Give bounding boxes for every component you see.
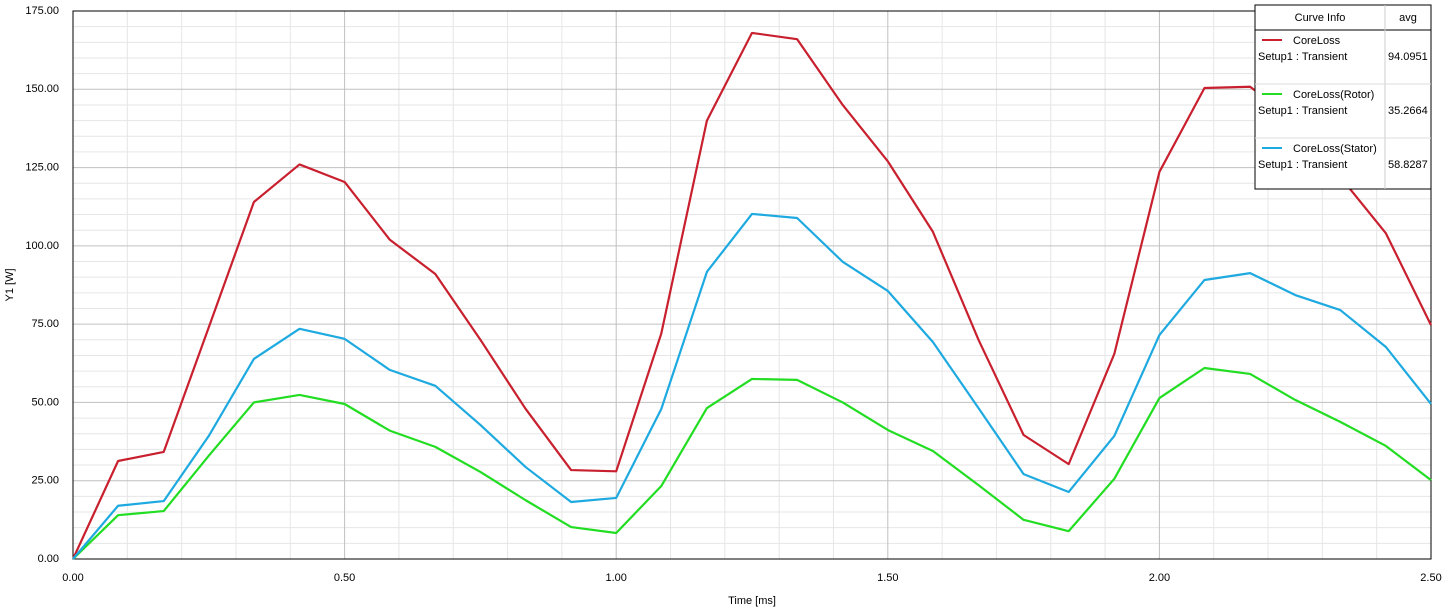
series-line [72, 212, 1432, 560]
x-axis-title: Time [ms] [728, 595, 776, 607]
legend-avg: 94.0951 [1388, 51, 1428, 63]
y-tick-label: 50.00 [31, 396, 59, 408]
x-tick-label: 0.50 [334, 572, 355, 584]
x-tick-label: 2.00 [1149, 572, 1170, 584]
series-line [72, 31, 1432, 560]
legend-setup: Setup1 : Transient [1258, 159, 1347, 171]
y-tick-label: 75.00 [31, 318, 59, 330]
legend-setup: Setup1 : Transient [1258, 105, 1347, 117]
ticks: 0.00 0.50 1.00 1.50 2.00 2.50 0.00 25.00 50.00 75… [25, 5, 1441, 584]
legend-avg: 58.8287 [1388, 159, 1428, 171]
legend-setup: Setup1 : Transient [1258, 51, 1347, 63]
legend-box [1254, 4, 1432, 190]
y-tick-label: 100.00 [25, 240, 59, 252]
legend: Curve Info avg CoreLoss Setup1 : Transien… [1254, 4, 1432, 190]
y-tick-label: 150.00 [25, 83, 59, 95]
series-line [72, 366, 1432, 560]
legend-header: avg [1399, 12, 1417, 24]
y-tick-label: 175.00 [25, 5, 59, 17]
lines [72, 31, 1432, 560]
y-tick-label: 25.00 [31, 475, 59, 487]
y-axis-title: Y1 [W] [4, 268, 16, 301]
y-tick-label: 0.00 [38, 553, 59, 565]
x-tick-label: 1.50 [877, 572, 898, 584]
x-tick-label: 2.50 [1420, 572, 1441, 584]
grid [72, 10, 1432, 560]
legend-header: Curve Info [1295, 12, 1346, 24]
legend-avg: 35.2664 [1388, 105, 1428, 117]
x-tick-label: 1.00 [605, 572, 626, 584]
legend-name: CoreLoss [1293, 35, 1341, 47]
y-tick-label: 125.00 [25, 161, 59, 173]
x-tick-label: 0.00 [62, 572, 83, 584]
plot-frame [72, 10, 1432, 560]
legend-name: CoreLoss(Rotor) [1293, 89, 1374, 101]
legend-name: CoreLoss(Stator) [1293, 143, 1377, 155]
